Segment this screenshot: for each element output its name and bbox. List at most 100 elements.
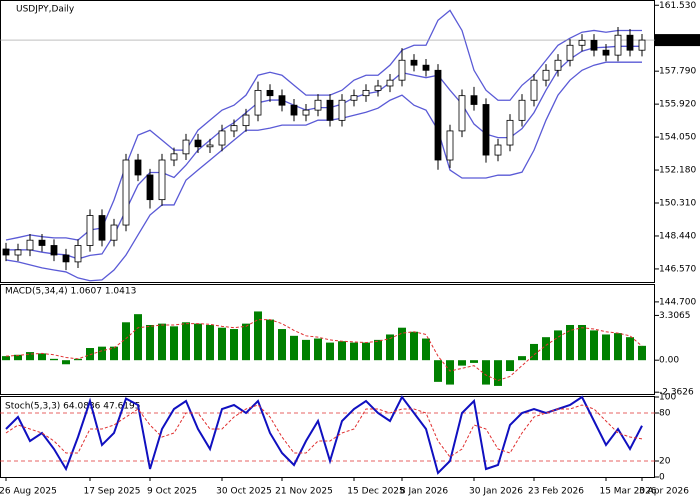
macd-bar (434, 360, 442, 382)
band-upper (5, 9, 642, 241)
y-tick-label: 80 (659, 409, 671, 419)
candle-body (590, 39, 598, 51)
candle-body (542, 69, 550, 81)
macd-bar (482, 360, 490, 385)
macd-bar (614, 333, 622, 361)
macd-bar (278, 329, 286, 361)
macd-bar (470, 360, 478, 363)
candle-body (170, 153, 178, 161)
macd-title: MACD(5,34,4) 1.0607 1.0413 (5, 287, 136, 297)
y-tick-label: 161.530 (659, 1, 696, 11)
price-panel (0, 0, 655, 283)
macd-bar (350, 342, 358, 361)
candle-body (74, 245, 82, 263)
macd-bar (578, 324, 586, 361)
candle-body (110, 224, 118, 241)
candle-body (398, 59, 406, 81)
macd-bar (398, 327, 406, 361)
macd-bar (410, 331, 418, 361)
candle-body (218, 130, 226, 146)
x-tick-label: 15 Dec 2025 (347, 487, 405, 497)
macd-bar (38, 353, 46, 361)
candle-body (638, 39, 646, 51)
macd-panel (0, 284, 655, 395)
candle-body (230, 125, 238, 132)
macd-bar (314, 338, 322, 361)
macd-bar (26, 352, 34, 361)
candle-body (446, 130, 454, 161)
x-tick-label: 30 Oct 2025 (216, 487, 272, 497)
candle-body (266, 89, 274, 97)
macd-bar (50, 358, 58, 361)
macd-bar (626, 337, 634, 361)
candle-body (206, 144, 214, 148)
macd-bar (422, 338, 430, 361)
candle-body (14, 249, 22, 256)
candle-body (410, 59, 418, 66)
candle-body (50, 245, 58, 256)
candle-body (362, 89, 370, 97)
candle-body (458, 95, 466, 132)
macd-bar (194, 323, 202, 361)
macd-bar (146, 324, 154, 361)
macd-bar (590, 330, 598, 361)
macd-bar (386, 334, 394, 361)
macd-bar (74, 358, 82, 361)
macd-bar (494, 360, 502, 386)
candle-body (350, 95, 358, 101)
macd-bar (326, 342, 334, 361)
candle-body (122, 159, 130, 226)
chart-title: USDJPY,Daily (16, 5, 75, 15)
y-tick-label: -2.3626 (659, 388, 694, 398)
candle-body (38, 239, 46, 246)
candle-body (338, 99, 346, 121)
macd-bar (638, 345, 646, 361)
macd-bar (566, 324, 574, 361)
candle-body (614, 34, 622, 56)
candle-body (158, 159, 166, 201)
candle-body (134, 159, 142, 176)
candle-body (302, 109, 310, 116)
macd-bar (14, 354, 22, 361)
macd-bar (374, 339, 382, 361)
macd-bar (506, 360, 514, 372)
macd-bar (542, 337, 550, 361)
macd-bar (458, 360, 466, 366)
macd-bar (518, 356, 526, 361)
candle-body (434, 69, 442, 161)
x-tick-label: 3 Apr 2026 (639, 487, 689, 497)
candle-body (146, 174, 154, 201)
y-tick-label: 154.050 (659, 133, 696, 143)
macd-bar (362, 342, 370, 361)
candle-body (2, 248, 10, 256)
candle-body (386, 79, 394, 87)
candle-body (242, 114, 250, 127)
y-tick-label: 3.3065 (659, 311, 691, 321)
y-tick-label: 148.440 (659, 231, 696, 241)
macd-bar (110, 346, 118, 361)
candle-body (326, 99, 334, 121)
x-tick-label: 9 Oct 2025 (147, 487, 197, 497)
y-tick-label: 155.920 (659, 100, 696, 110)
macd-bar (206, 324, 214, 361)
macd-bar (218, 327, 226, 361)
y-tick-label: 20 (659, 457, 671, 467)
macd-bar (446, 360, 454, 385)
x-tick-label: 23 Feb 2026 (528, 487, 584, 497)
candle-body (98, 215, 106, 241)
macd-bar (98, 346, 106, 361)
candle-body (554, 59, 562, 71)
x-tick-label: 26 Aug 2025 (0, 487, 57, 497)
candle-body (578, 39, 586, 46)
candle-body (506, 119, 514, 146)
x-tick-label: 15 Mar 2026 (599, 487, 656, 497)
y-tick-label: 152.180 (659, 166, 696, 176)
stoch-title: Stoch(5,3,3) 64.0836 47.6195 (5, 402, 140, 412)
y-tick-label: 0.00 (659, 356, 679, 366)
candle-body (290, 104, 298, 116)
candle-body (518, 99, 526, 121)
macd-bar (290, 335, 298, 361)
x-tick-label: 8 Jan 2026 (400, 487, 448, 497)
